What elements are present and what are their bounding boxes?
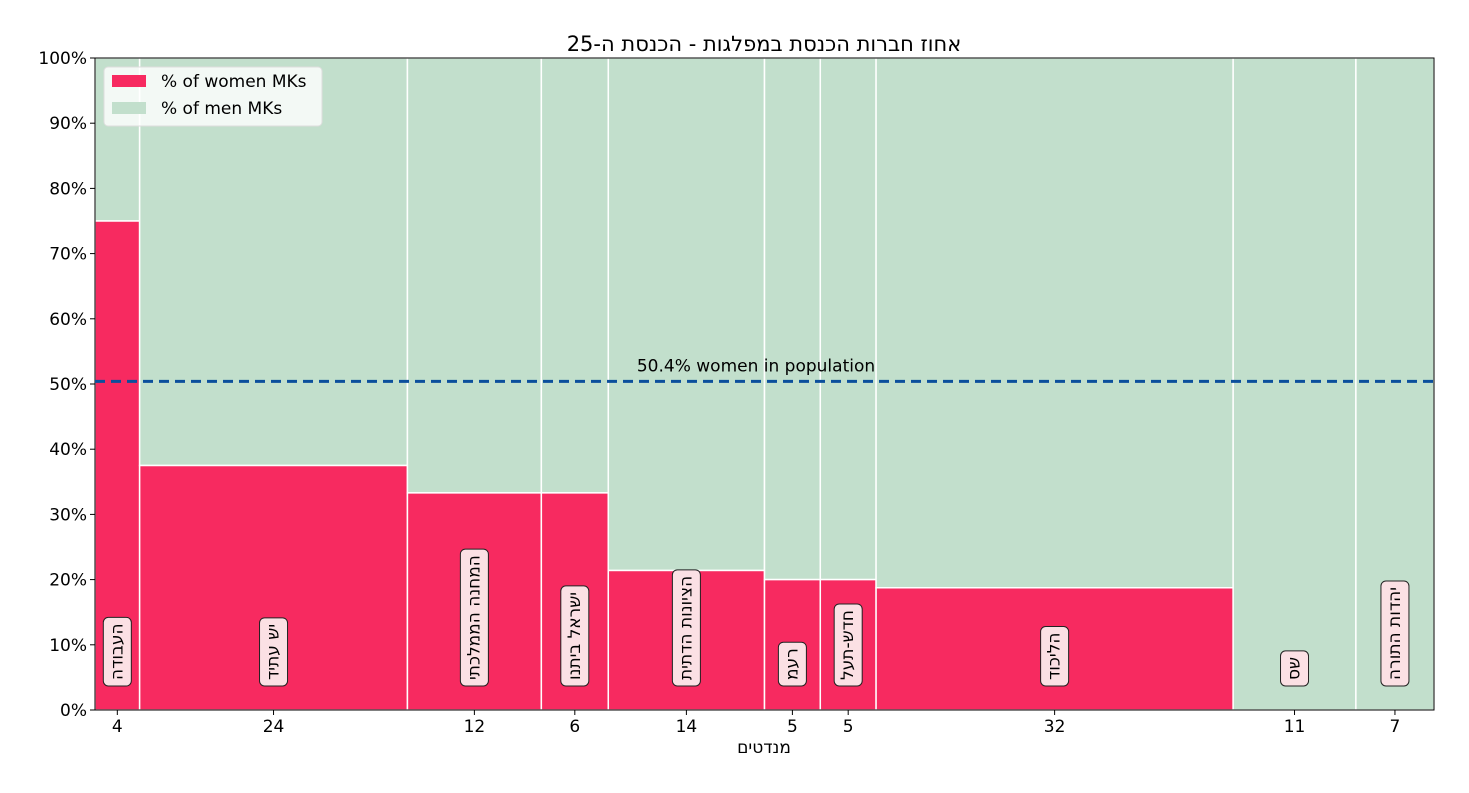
x-tick-label-5: 5 xyxy=(787,717,798,737)
plot-area xyxy=(94,57,1435,711)
legend-swatch-0 xyxy=(112,75,146,87)
y-axis: 0% 10% 20% 30% 40% 50% 60% 70% 80% 90% 100% xyxy=(38,49,95,721)
x-tick-label-1: 24 xyxy=(263,717,285,737)
y-tick-label-2: 20% xyxy=(49,571,87,591)
x-tick-label-2: 12 xyxy=(464,717,486,737)
party-label-9: יהדות התורה xyxy=(1385,587,1405,680)
men-bar-2 xyxy=(406,57,543,494)
legend-label-0: % of women MKs xyxy=(161,72,307,92)
party-label-2: המחנה הממלכתי xyxy=(464,555,484,680)
legend-box xyxy=(103,66,323,127)
party-label-group-2: המחנה הממלכתי xyxy=(459,548,489,687)
party-label-5: רעמ xyxy=(782,648,802,680)
y-tick-label-4: 40% xyxy=(49,440,87,460)
party-label-box-7 xyxy=(1040,626,1070,687)
party-label-group-6: חדש-תעל xyxy=(833,603,863,687)
party-label-6: חדש-תעל xyxy=(838,610,858,680)
party-label-box-2 xyxy=(459,548,489,687)
y-tick-label-5: 50% xyxy=(49,375,87,395)
party-label-box-1 xyxy=(259,617,289,687)
x-tick-label-3: 6 xyxy=(569,717,580,737)
party-label-4: הציונות הדתית xyxy=(676,576,696,680)
party-label-box-0 xyxy=(102,616,132,687)
party-label-group-8: שס xyxy=(1280,650,1310,687)
x-tick-label-0: 4 xyxy=(112,717,123,737)
legend-label-1: % of men MKs xyxy=(161,99,282,119)
party-label-group-9: יהדות התורה xyxy=(1380,580,1410,687)
men-bar-3 xyxy=(540,57,610,494)
men-bar-6 xyxy=(819,57,877,581)
x-tick-label-6: 5 xyxy=(843,717,854,737)
party-label-box-8 xyxy=(1280,650,1310,687)
y-tick-label-8: 80% xyxy=(49,179,87,199)
party-label-0: העבודה xyxy=(107,623,127,680)
x-tick-label-7: 32 xyxy=(1044,717,1066,737)
party-label-box-9 xyxy=(1380,580,1410,687)
party-label-7: הליכוד xyxy=(1045,633,1065,680)
party-label-group-0: העבודה xyxy=(102,616,132,687)
men-bar-5 xyxy=(763,57,822,581)
y-tick-label-0: 0% xyxy=(60,701,87,721)
chart-title: אחוז חברות הכנסת במפלגות - הכנסת ה-25 xyxy=(567,32,962,56)
legend-swatch-1 xyxy=(112,102,146,114)
x-axis: 4 24 12 6 14 5 5 32 11 7 xyxy=(112,710,1400,737)
party-label-8: שס xyxy=(1285,657,1305,680)
legend: % of women MKs % of men MKs xyxy=(103,66,323,127)
x-tick-label-9: 7 xyxy=(1390,717,1401,737)
party-label-group-3: ישראל ביתנו xyxy=(560,585,590,687)
party-label-box-4 xyxy=(671,569,701,687)
party-label-box-3 xyxy=(560,585,590,687)
reference-line-group: 50.4% women in population xyxy=(95,356,1434,383)
y-tick-label-7: 70% xyxy=(49,245,87,265)
party-label-3: ישראל ביתנו xyxy=(565,592,585,680)
y-tick-label-6: 60% xyxy=(49,310,87,330)
party-label-box-5 xyxy=(777,641,807,687)
party-label-box-6 xyxy=(833,603,863,687)
x-tick-label-4: 14 xyxy=(676,717,698,737)
y-tick-label-1: 10% xyxy=(49,636,87,656)
party-label-group-7: הליכוד xyxy=(1040,626,1070,687)
party-label-group-5: רעמ xyxy=(777,641,807,687)
y-tick-label-9: 90% xyxy=(49,114,87,134)
men-bar-7 xyxy=(875,57,1234,589)
y-tick-label-3: 30% xyxy=(49,505,87,525)
reference-line-label: 50.4% women in population xyxy=(637,356,875,376)
x-tick-label-8: 11 xyxy=(1284,717,1306,737)
party-labels: העבודה יש עתיד המחנה הממלכתי ישראל ביתנו הצי… xyxy=(102,548,1410,687)
party-label-group-4: הציונות הדתית xyxy=(671,569,701,687)
y-tick-label-10: 100% xyxy=(38,49,87,69)
party-label-group-1: יש עתיד xyxy=(259,617,289,687)
party-label-1: יש עתיד xyxy=(264,624,284,680)
men-bar-8 xyxy=(1232,57,1357,711)
men-bar-4 xyxy=(607,57,766,572)
x-axis-label: מנדטים xyxy=(737,738,791,758)
